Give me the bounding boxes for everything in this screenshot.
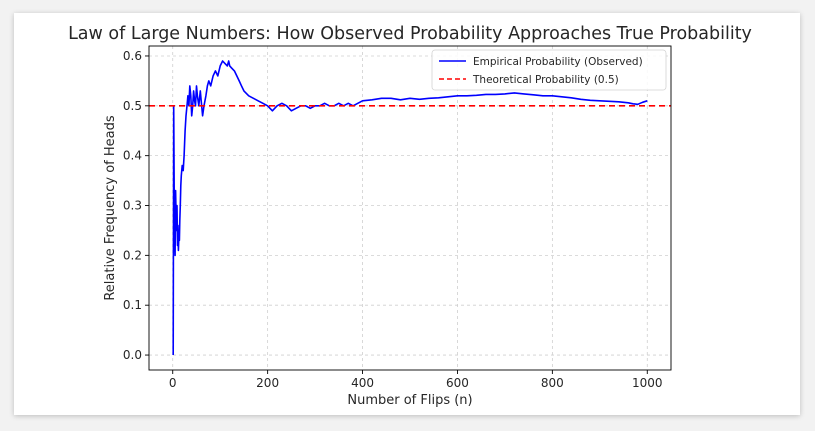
plot-frame	[148, 45, 672, 371]
x-tick-label: 800	[541, 376, 564, 390]
x-tick-label: 1000	[632, 376, 663, 390]
y-tick-label: 0.4	[123, 149, 142, 163]
y-axis-label: Relative Frequency of Heads	[103, 115, 118, 301]
y-tick-label: 0.2	[123, 248, 142, 262]
y-tick-label: 0.6	[123, 49, 142, 63]
empirical-probability-line	[172, 60, 648, 356]
x-tick-label: 400	[351, 376, 374, 390]
legend-label-empirical: Empirical Probability (Observed)	[473, 56, 643, 68]
x-tick-label: 0	[169, 376, 177, 390]
x-tick-label: 200	[256, 376, 279, 390]
legend: Empirical Probability (Observed) Theoret…	[431, 49, 667, 91]
data-series	[149, 60, 671, 356]
x-axis-label: Number of Flips (n)	[347, 393, 472, 408]
chart-svg: Law of Large Numbers: How Observed Proba…	[68, 24, 752, 408]
grid	[149, 46, 671, 370]
x-tick-label: 600	[446, 376, 469, 390]
axis-ticks: 0 200 400 600 800 1000 0.0 0.1 0.2 0.3 0.4 0.5 0.6	[123, 49, 663, 390]
legend-box	[431, 49, 667, 91]
chart-title: Law of Large Numbers: How Observed Proba…	[68, 24, 752, 44]
y-tick-label: 0.0	[123, 348, 142, 362]
legend-label-theoretical: Theoretical Probability (0.5)	[472, 74, 619, 86]
y-tick-label: 0.5	[123, 99, 142, 113]
y-tick-label: 0.1	[123, 298, 142, 312]
chart-card: Law of Large Numbers: How Observed Proba…	[14, 13, 800, 415]
y-tick-label: 0.3	[123, 199, 142, 213]
